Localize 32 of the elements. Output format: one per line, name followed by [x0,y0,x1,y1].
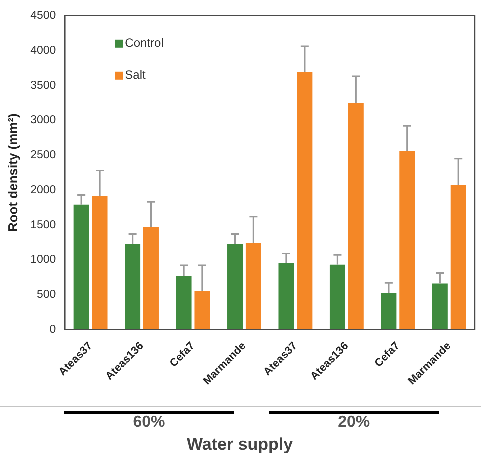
y-tick-label: 3000 [30,114,56,127]
y-tick-label: 1500 [30,219,56,232]
y-tick-label: 2500 [30,150,56,162]
bar [450,185,466,330]
y-tick-label: 500 [36,289,56,302]
legend-label: Salt [125,68,147,82]
x-axis-title: Water supply [187,435,294,455]
bar [144,227,159,330]
bar [278,264,294,330]
bar [92,196,108,330]
bar [348,103,364,330]
y-tick-label: 0 [50,324,56,336]
bar [228,244,244,330]
y-tick-label: 3500 [30,80,56,92]
bar [74,204,90,330]
y-tick-label: 4500 [30,10,56,22]
y-tick-label: 1000 [30,254,56,266]
bar [246,243,262,330]
text: 60% [133,414,166,432]
bar [330,264,346,330]
y-tick-label: 4000 [30,44,56,57]
bar [176,276,192,330]
bar [400,151,416,330]
y-axis-title: Root density (mm²) [5,114,20,232]
text: 20% [338,414,370,432]
bar [125,244,141,330]
legend-label: Control [125,36,164,50]
bar [297,72,313,330]
bar [381,293,397,330]
bar [194,291,210,330]
y-tick-label: 2000 [30,184,56,196]
bar [432,284,448,330]
